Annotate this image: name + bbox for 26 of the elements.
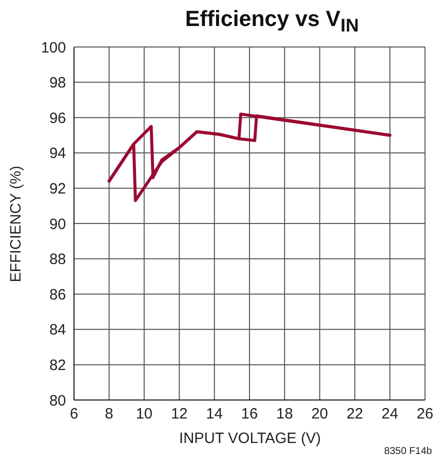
- chart-title: Efficiency vs V$_{IN}$: [184, 5, 360, 38]
- y-tick-label: 88: [49, 251, 66, 268]
- x-tick-label: 16: [241, 406, 258, 423]
- y-tick-label: 80: [49, 392, 66, 410]
- text: 8350 F14b: [384, 446, 432, 457]
- x-tick-label: 26: [416, 406, 434, 423]
- x-tick-label: 10: [136, 406, 153, 423]
- y-tick-label: 96: [49, 110, 66, 127]
- y-tick-label: 94: [49, 145, 66, 162]
- x-tick-label: 22: [346, 406, 364, 423]
- y-tick-label: 92: [49, 180, 66, 198]
- y-tick-label: 84: [49, 322, 66, 339]
- y-tick-label: 82: [49, 357, 66, 374]
- x-tick-label: 8: [104, 406, 114, 423]
- x-tick-label: 6: [70, 406, 78, 423]
- x-axis-title: INPUT VOLTAGE (V): [178, 430, 322, 447]
- x-tick-label: 14: [206, 406, 223, 423]
- x-tick-label: 20: [311, 406, 328, 423]
- y-tick-label: 90: [49, 216, 66, 233]
- x-tick-label: 12: [170, 406, 188, 423]
- y-axis-title: EFFICIENCY (%): [8, 165, 24, 282]
- y-tick-label: 86: [49, 286, 66, 304]
- x-tick-label: 18: [276, 406, 293, 423]
- x-tick-label: 24: [382, 406, 398, 423]
- y-tick-label: 100: [40, 39, 66, 56]
- y-tick-label: 98: [49, 74, 66, 92]
